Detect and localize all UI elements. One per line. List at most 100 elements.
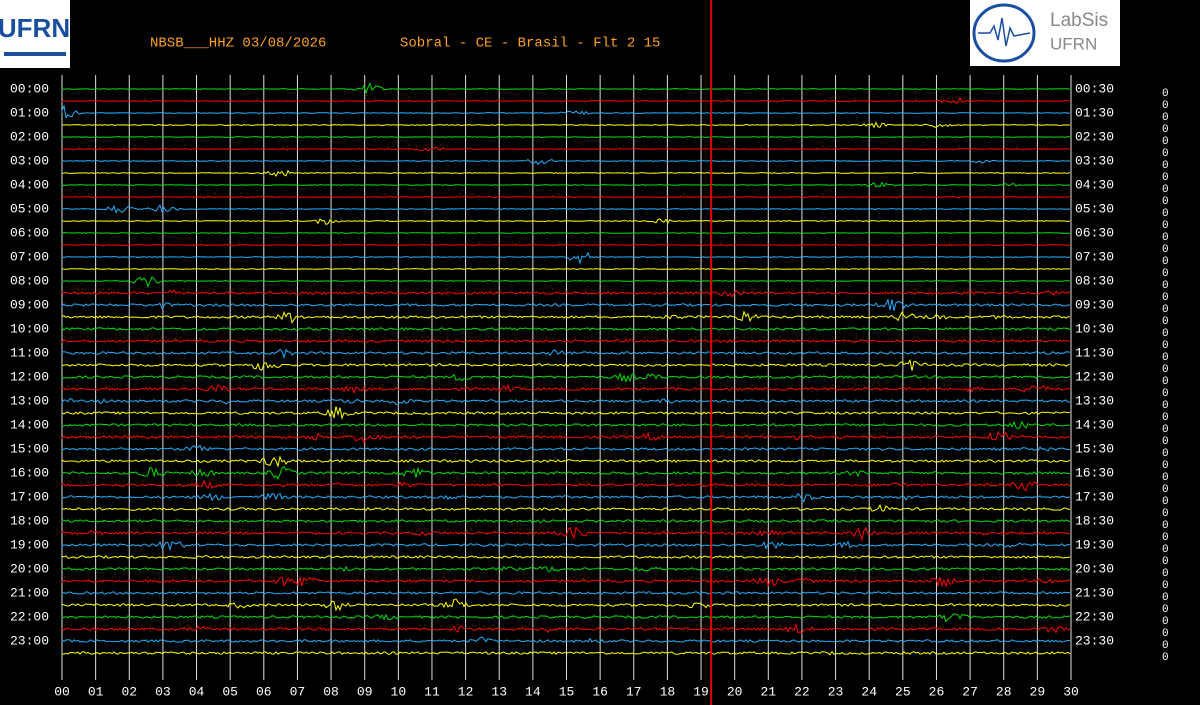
trace <box>61 576 1071 588</box>
time-label-left: 01:00 <box>10 105 49 120</box>
row-end-value: 0 <box>1162 556 1169 568</box>
time-label-right: 06:30 <box>1075 225 1114 240</box>
time-label-right: 22:30 <box>1075 609 1114 624</box>
row-end-value: 0 <box>1162 364 1169 376</box>
trace <box>61 372 1071 384</box>
trace <box>61 420 1070 430</box>
row-end-value: 0 <box>1162 484 1169 496</box>
trace <box>61 169 1071 178</box>
trace <box>61 136 1071 138</box>
row-end-value: 0 <box>1162 316 1169 328</box>
x-tick-label: 10 <box>391 684 407 699</box>
trace <box>61 565 1071 573</box>
trace <box>61 613 1071 623</box>
time-label-left: 15:00 <box>10 441 49 456</box>
time-label-right: 13:30 <box>1075 393 1114 408</box>
time-label-right: 02:30 <box>1075 129 1114 144</box>
trace <box>61 204 1071 214</box>
x-tick-label: 29 <box>1030 684 1046 699</box>
time-label-left: 08:00 <box>10 273 49 288</box>
trace <box>61 430 1071 444</box>
logo-wave <box>978 17 1031 47</box>
time-label-left: 21:00 <box>10 585 49 600</box>
trace <box>61 455 1071 468</box>
x-tick-label: 03 <box>155 684 171 699</box>
time-label-left: 23:00 <box>10 633 49 648</box>
time-label-right: 18:30 <box>1075 513 1114 528</box>
trace <box>61 158 1071 166</box>
trace <box>61 518 1071 524</box>
time-label-left: 07:00 <box>10 249 49 264</box>
time-label-right: 11:30 <box>1075 345 1114 360</box>
time-label-left: 05:00 <box>10 201 49 216</box>
row-end-value: 0 <box>1162 172 1169 184</box>
trace <box>61 251 1071 265</box>
time-label-left: 18:00 <box>10 513 49 528</box>
time-label-right: 00:30 <box>1075 81 1114 96</box>
time-label-left: 19:00 <box>10 537 49 552</box>
time-label-right: 19:30 <box>1075 537 1114 552</box>
trace <box>61 298 1071 311</box>
row-end-value: 0 <box>1162 640 1169 652</box>
x-tick-label: 27 <box>962 684 978 699</box>
x-tick-label: 21 <box>760 684 776 699</box>
trace <box>61 146 1071 152</box>
x-tick-label: 15 <box>559 684 575 699</box>
trace <box>61 492 1071 503</box>
time-label-left: 14:00 <box>10 417 49 432</box>
trace <box>61 232 1071 235</box>
row-end-value: 0 <box>1162 532 1169 544</box>
time-label-right: 07:30 <box>1075 249 1114 264</box>
row-end-value: 0 <box>1162 424 1169 436</box>
trace <box>61 383 1071 395</box>
time-label-left: 09:00 <box>10 297 49 312</box>
x-tick-label: 19 <box>693 684 709 699</box>
x-tick-label: 28 <box>996 684 1012 699</box>
time-label-right: 08:30 <box>1075 273 1114 288</box>
row-end-value: 0 <box>1162 220 1169 232</box>
row-end-value: 0 <box>1162 448 1169 460</box>
time-label-right: 16:30 <box>1075 465 1114 480</box>
row-end-value: 0 <box>1162 544 1169 556</box>
x-tick-label: 23 <box>828 684 844 699</box>
x-tick-label: 26 <box>929 684 945 699</box>
time-label-right: 17:30 <box>1075 489 1114 504</box>
row-end-value: 0 <box>1162 520 1169 532</box>
row-end-value: 0 <box>1162 508 1169 520</box>
row-end-value: 0 <box>1162 136 1169 148</box>
trace <box>61 397 1071 406</box>
row-end-value: 0 <box>1162 124 1169 136</box>
trace <box>61 339 1071 344</box>
x-tick-label: 09 <box>357 684 373 699</box>
logo-title: LabSis <box>1050 10 1108 31</box>
trace <box>61 276 1071 288</box>
trace <box>61 326 1071 331</box>
row-end-value: 0 <box>1162 616 1169 628</box>
row-end-value: 0 <box>1162 340 1169 352</box>
row-end-value: 0 <box>1162 160 1169 172</box>
trace <box>62 196 1070 198</box>
trace <box>61 310 1070 324</box>
trace <box>61 289 1071 298</box>
x-tick-label: 08 <box>323 684 339 699</box>
time-label-right: 03:30 <box>1075 153 1114 168</box>
trace <box>61 406 1071 420</box>
trace <box>61 540 1071 552</box>
x-tick-label: 02 <box>121 684 137 699</box>
row-end-value: 0 <box>1162 280 1169 292</box>
row-end-value: 0 <box>1162 268 1169 280</box>
trace <box>61 268 1070 270</box>
trace <box>61 650 1071 656</box>
logo-ring <box>972 3 1036 63</box>
trace <box>61 121 1071 129</box>
row-end-value: 0 <box>1162 244 1169 256</box>
row-end-value: 0 <box>1162 148 1169 160</box>
time-label-right: 01:30 <box>1075 105 1114 120</box>
logo-right: LabSis UFRN <box>970 0 1120 66</box>
time-label-right: 05:30 <box>1075 201 1114 216</box>
time-label-right: 04:30 <box>1075 177 1114 192</box>
logo-text: UFRN <box>0 13 70 43</box>
trace <box>61 598 1071 612</box>
trace <box>61 526 1071 542</box>
x-tick-label: 01 <box>88 684 104 699</box>
